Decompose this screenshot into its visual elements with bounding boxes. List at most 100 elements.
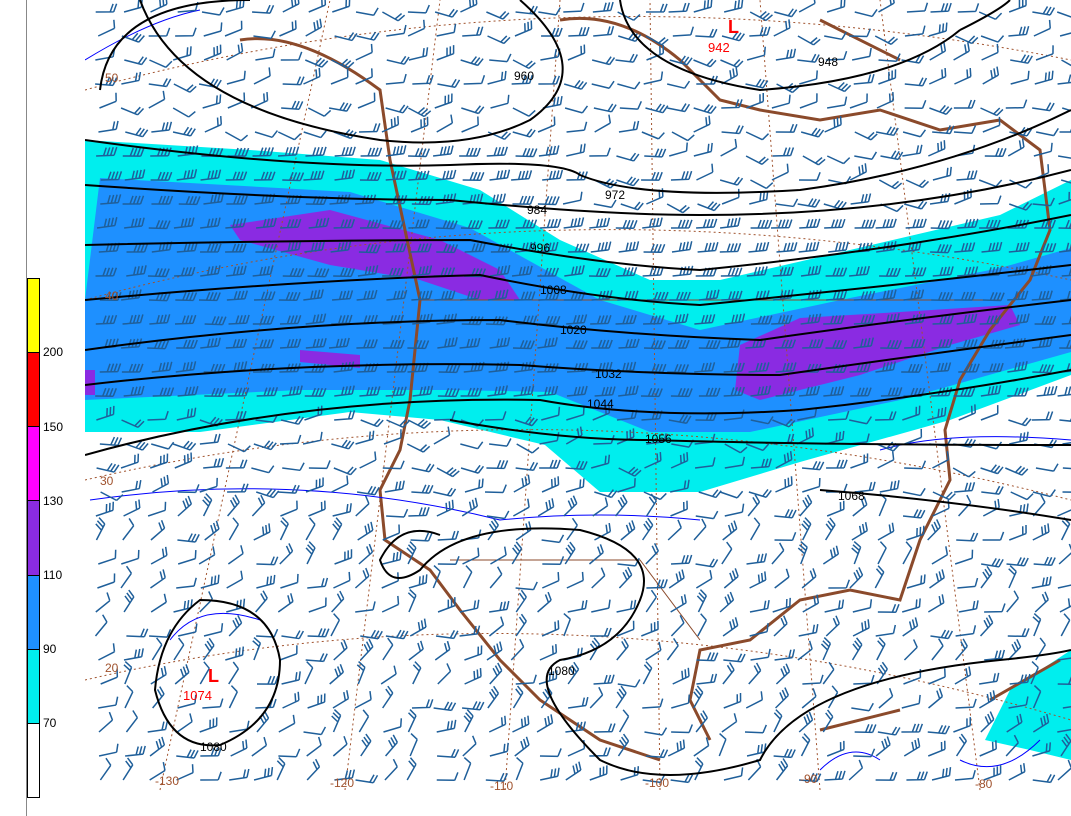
wind-barb	[279, 315, 302, 325]
wind-barb	[225, 243, 247, 253]
wind-barb	[540, 767, 560, 781]
wind-barb	[1008, 565, 1017, 589]
wind-barb	[828, 410, 850, 421]
wind-barb	[121, 289, 142, 301]
wind-barb	[956, 170, 978, 181]
wind-barb	[177, 623, 198, 637]
wind-barb	[906, 2, 929, 13]
colorbar-label: 200	[43, 345, 64, 359]
wind-barb	[692, 685, 704, 709]
wind-barb	[177, 386, 199, 397]
wind-barb	[461, 497, 479, 517]
wind-barb	[719, 490, 744, 499]
wind-barb	[721, 541, 733, 565]
wind-barb	[1008, 0, 1027, 13]
wind-barb	[199, 416, 223, 427]
wind-barb	[694, 457, 716, 469]
wind-barb	[536, 714, 554, 733]
wind-barb	[905, 179, 930, 189]
wind-barb	[954, 769, 976, 781]
wind-barb	[901, 723, 924, 733]
wind-barb	[826, 290, 848, 301]
wind-barb	[277, 484, 300, 494]
wind-barb	[932, 266, 954, 277]
wind-barb	[461, 116, 479, 133]
wind-barb	[514, 291, 536, 301]
wind-barb	[827, 81, 852, 93]
wind-barb	[412, 313, 433, 325]
colorbar-segment	[28, 649, 39, 724]
wind-barb	[955, 733, 968, 757]
wind-barb	[255, 590, 268, 613]
colorbar-segment	[28, 427, 39, 502]
wind-barb	[954, 188, 972, 205]
wind-barb	[408, 47, 429, 61]
wind-barb	[486, 641, 503, 661]
wind-barb	[1033, 19, 1051, 37]
wind-barb	[540, 685, 553, 709]
wind-barb	[693, 0, 713, 13]
wind-barb	[748, 662, 762, 685]
contour-label: 1056	[645, 432, 672, 446]
wind-barb	[1008, 417, 1032, 427]
wind-barb	[1032, 489, 1056, 498]
wind-barb	[177, 145, 199, 157]
wind-barb	[773, 615, 788, 637]
wind-barb	[406, 443, 431, 453]
wind-barb	[567, 243, 590, 253]
wind-barb	[100, 194, 122, 205]
wind-barb	[642, 774, 666, 784]
lon-label: -80	[975, 777, 993, 791]
wind-barb	[409, 732, 418, 757]
wind-barb	[253, 440, 277, 451]
wind-barb	[797, 540, 808, 565]
wind-barb	[202, 698, 224, 709]
wind-barb	[152, 387, 175, 397]
contour-label: 1068	[838, 489, 865, 503]
wind-barb	[826, 740, 845, 757]
wind-barb	[1034, 315, 1057, 325]
wind-barb	[672, 667, 690, 685]
wind-barb	[282, 462, 305, 472]
wind-barb	[487, 517, 499, 541]
wind-barb	[878, 53, 901, 63]
wind-barb	[151, 441, 175, 450]
wind-barb	[979, 195, 1002, 205]
wind-barb	[198, 546, 216, 565]
wind-barb	[333, 466, 357, 476]
wind-barb	[282, 691, 300, 709]
wind-barb	[591, 80, 615, 89]
wind-barb	[256, 710, 270, 733]
wind-barb	[774, 8, 798, 18]
wind-barb	[566, 171, 588, 181]
wind-barb	[149, 762, 166, 781]
wind-barb	[799, 70, 818, 85]
wind-barb	[303, 726, 327, 736]
wind-barb	[772, 289, 794, 301]
wind-barb	[876, 637, 886, 661]
wind-barb	[355, 774, 379, 784]
wind-barb	[617, 478, 636, 493]
wind-barb	[542, 556, 565, 566]
contour-label: 1044	[587, 397, 614, 411]
wind-barb	[874, 565, 885, 589]
wind-barb	[749, 10, 773, 22]
wind-barb	[954, 67, 972, 85]
wind-barb	[590, 627, 612, 637]
wind-barb	[434, 8, 459, 18]
wind-barb	[176, 749, 199, 759]
wind-barb	[126, 243, 149, 253]
wind-barb	[956, 339, 978, 349]
wind-barb	[99, 92, 117, 109]
wind-barb	[305, 18, 323, 37]
colorbar-label: 130	[43, 494, 64, 508]
wind-barb	[334, 146, 356, 157]
wind-barb	[724, 503, 745, 517]
wind-barb	[537, 116, 556, 133]
wind-barb	[746, 743, 767, 757]
wind-barb	[334, 549, 353, 565]
wind-barb	[177, 694, 197, 709]
wind-barb	[796, 427, 814, 445]
wind-barb	[512, 340, 535, 350]
wind-barb	[957, 266, 979, 277]
